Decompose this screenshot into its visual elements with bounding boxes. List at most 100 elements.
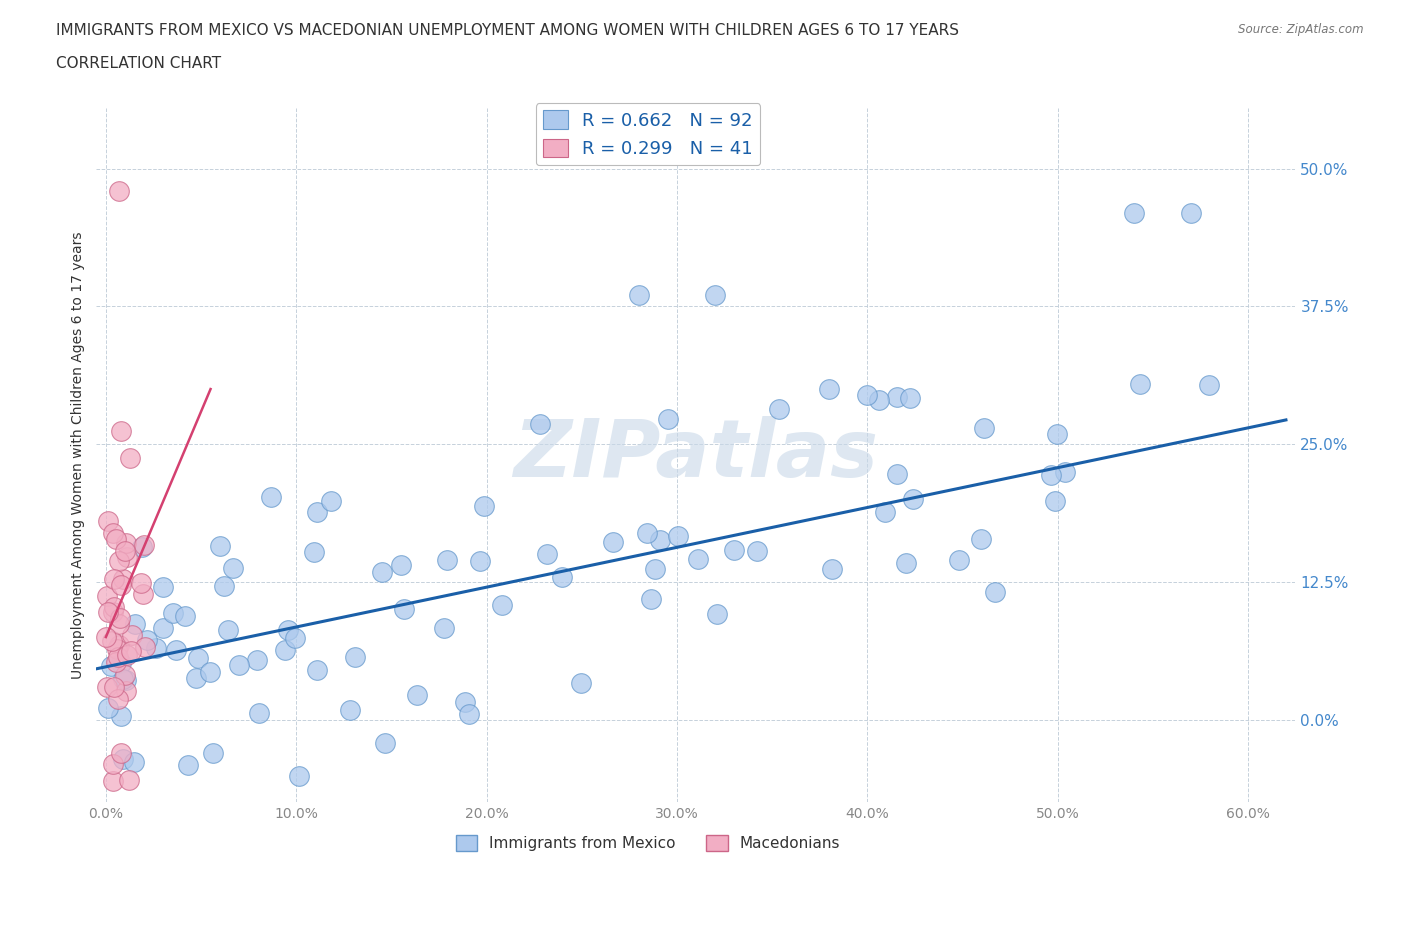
Point (1040, 468, 1063, 483)
Point (1053, 465, 1076, 480)
Point (110, 578, 132, 592)
Point (110, 423, 132, 438)
Point (454, 695, 477, 710)
Point (132, 587, 155, 602)
Point (110, 709, 132, 724)
Point (96, 680, 118, 695)
Text: ZIPatlas: ZIPatlas (513, 417, 879, 494)
Point (103, 680, 125, 695)
Point (703, 288, 725, 303)
Point (973, 421, 995, 436)
Point (112, 751, 135, 766)
Point (433, 621, 456, 636)
Point (1180, 206, 1202, 220)
Point (644, 561, 666, 576)
Text: Source: ZipAtlas.com: Source: ZipAtlas.com (1239, 23, 1364, 36)
Point (96, 589, 118, 604)
Point (394, 601, 416, 616)
Point (187, 651, 209, 666)
Point (122, 754, 145, 769)
Point (129, 576, 152, 591)
Point (108, 554, 131, 569)
Point (108, 610, 131, 625)
Point (472, 498, 495, 513)
Point (1046, 426, 1069, 441)
Point (457, 707, 479, 722)
Point (121, 628, 143, 643)
Point (134, 640, 156, 655)
Point (222, 561, 245, 576)
Point (198, 664, 221, 679)
Point (107, 642, 129, 657)
Point (688, 551, 710, 566)
Point (894, 556, 917, 571)
Point (886, 466, 908, 481)
Legend: Immigrants from Mexico, Macedonians: Immigrants from Mexico, Macedonians (450, 829, 846, 857)
Point (162, 605, 184, 620)
Point (103, 604, 125, 619)
Point (117, 647, 139, 662)
Point (145, 641, 167, 656)
Point (115, 550, 138, 565)
Point (668, 528, 690, 543)
Point (636, 525, 658, 540)
Point (152, 579, 174, 594)
Point (1122, 206, 1144, 220)
Point (101, 633, 124, 648)
Point (339, 702, 361, 717)
Point (107, 637, 129, 652)
Point (948, 553, 970, 568)
Point (105, 655, 128, 670)
Point (389, 558, 412, 573)
Point (274, 643, 297, 658)
Point (277, 623, 299, 638)
Point (103, 600, 125, 615)
Point (103, 572, 125, 587)
Point (768, 402, 790, 417)
Point (873, 505, 896, 520)
Y-axis label: Unemployment Among Women with Children Ages 6 to 17 years: Unemployment Among Women with Children A… (72, 232, 86, 679)
Point (97, 605, 120, 620)
Point (112, 671, 135, 686)
Point (214, 578, 236, 593)
Point (115, 684, 138, 698)
Point (302, 545, 325, 560)
Point (177, 758, 200, 773)
Point (101, 526, 124, 541)
Point (321, 494, 343, 509)
Point (260, 489, 283, 504)
Point (374, 736, 396, 751)
Point (898, 391, 921, 405)
Point (246, 652, 269, 667)
Point (103, 773, 125, 788)
Point (105, 531, 128, 546)
Point (114, 668, 136, 683)
Point (903, 491, 925, 506)
Point (288, 769, 311, 784)
Point (103, 756, 125, 771)
Point (120, 450, 142, 465)
Point (118, 773, 141, 788)
Point (115, 535, 138, 550)
Point (114, 543, 136, 558)
Point (470, 553, 492, 568)
Point (111, 571, 134, 586)
Point (305, 663, 328, 678)
Point (569, 676, 592, 691)
Point (115, 672, 138, 687)
Point (868, 392, 890, 407)
Point (1198, 378, 1220, 392)
Point (648, 533, 671, 548)
Point (640, 591, 662, 606)
Point (165, 642, 187, 657)
Point (186, 671, 208, 685)
Point (247, 706, 270, 721)
Point (107, 692, 129, 707)
Point (551, 569, 574, 584)
Point (124, 617, 146, 631)
Point (370, 565, 392, 579)
Point (100, 658, 122, 673)
Point (818, 381, 841, 396)
Point (969, 531, 991, 546)
Point (436, 552, 458, 567)
